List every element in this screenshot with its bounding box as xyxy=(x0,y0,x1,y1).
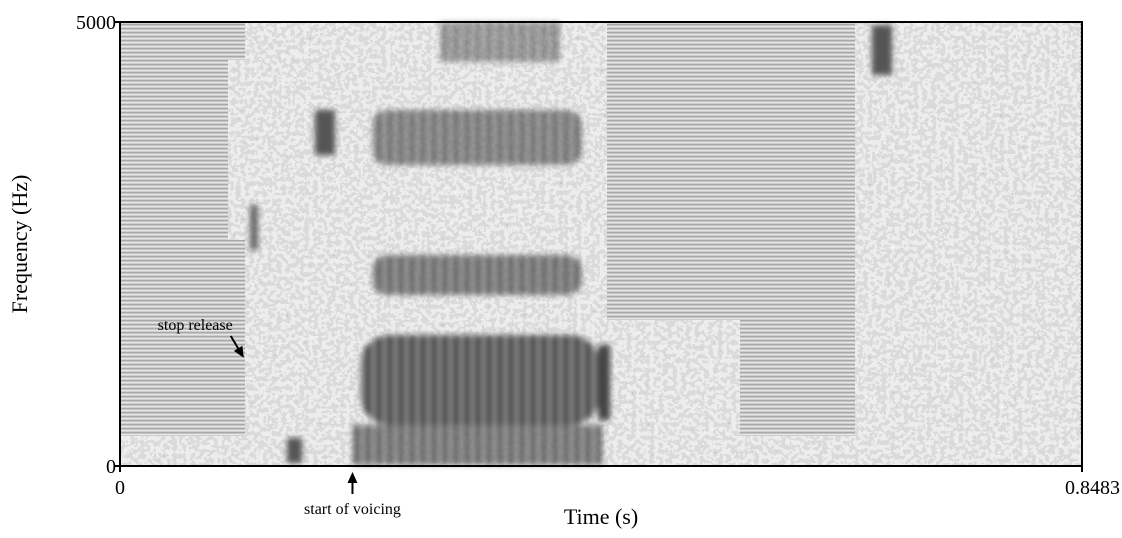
y-axis-label: Frequency (Hz) xyxy=(7,175,32,314)
arrow-head xyxy=(233,345,244,358)
arrow-head xyxy=(347,472,358,483)
spectrogram-image xyxy=(120,22,1082,466)
x-tick-label: 0 xyxy=(115,477,125,499)
annotation-text: start of voicing xyxy=(304,501,401,518)
plot-frame xyxy=(119,21,1083,467)
y-tick-label: 5000 xyxy=(76,12,116,34)
x-axis-label: Time (s) xyxy=(564,504,638,529)
y-tick-label: 0 xyxy=(106,456,116,478)
annotation-text: stop release xyxy=(158,317,233,334)
x-tick-label: 0.8483 xyxy=(1065,477,1120,499)
